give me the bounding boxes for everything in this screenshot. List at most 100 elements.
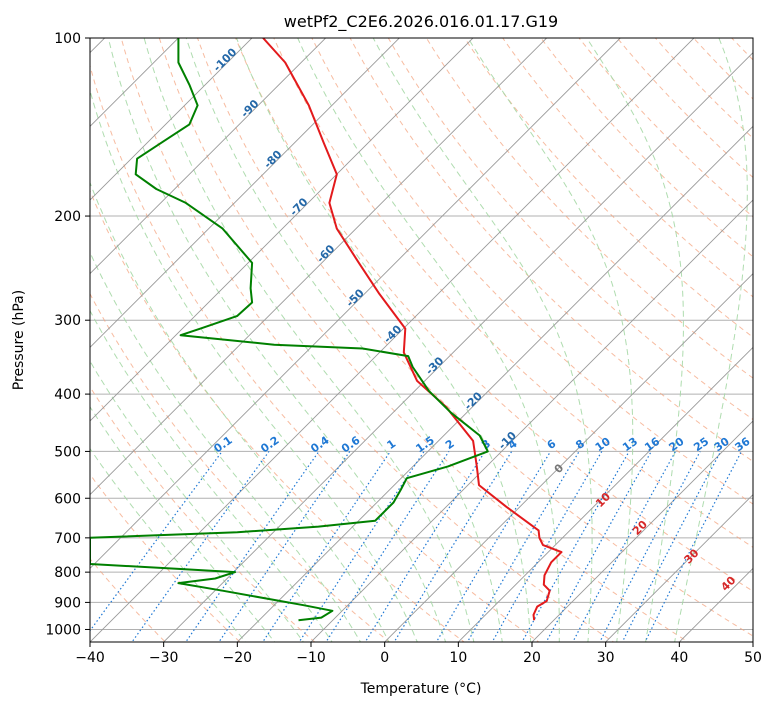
y-axis-label: Pressure (hPa)	[11, 290, 27, 390]
dry-adiabat-line	[502, 38, 753, 298]
dry-adiabat-label: 20	[630, 518, 650, 538]
mixing-ratio-label: 1	[385, 437, 399, 452]
mixing-ratio-line	[393, 451, 513, 642]
isotherm-line	[163, 52, 753, 642]
isotherm-line	[384, 273, 753, 642]
x-tick-label: 10	[449, 650, 467, 666]
y-tick-label: 400	[54, 387, 81, 403]
isotherm-label: -20	[462, 389, 485, 412]
dry-adiabat-line	[90, 63, 540, 642]
mixing-ratio-label: 0.2	[258, 434, 281, 456]
mixing-ratio-line	[325, 451, 450, 642]
y-tick-label: 900	[54, 595, 81, 611]
mixing-ratio-line	[599, 451, 701, 642]
y-tick-label: 700	[54, 531, 81, 547]
isotherm-line	[90, 38, 548, 496]
chart-title: wetPf2_C2E6.2026.016.01.17.G19	[284, 12, 558, 32]
y-tick-label: 600	[54, 491, 81, 507]
moist-adiabat-line	[90, 447, 247, 642]
isotherm-line	[90, 38, 621, 569]
dry-adiabat-line	[196, 38, 753, 637]
moist-adiabat-line	[107, 38, 447, 642]
dry-adiabat-line	[387, 38, 753, 421]
dry-adiabat-line	[90, 292, 391, 642]
isotherm-label: -50	[344, 286, 367, 309]
y-tick-label: 200	[54, 209, 81, 225]
dry-adiabat-line	[158, 38, 690, 642]
isotherm-line	[90, 38, 400, 348]
isotherm-label: -30	[423, 354, 446, 377]
dry-adiabat-line	[90, 473, 241, 642]
x-tick-label: −20	[223, 650, 253, 666]
dry-adiabat-line	[120, 38, 615, 642]
dry-adiabat-line	[578, 38, 753, 218]
temperature-profile-line	[262, 38, 563, 621]
mixing-ratio-line	[262, 451, 391, 642]
mixing-ratio-line	[521, 451, 630, 642]
isotherm-line	[531, 420, 753, 642]
mixing-ratio-label: 0.6	[339, 433, 363, 455]
moist-adiabat-line	[143, 38, 475, 642]
y-tick-label: 1000	[45, 622, 81, 638]
isotherm-line	[310, 199, 753, 642]
dry-adiabat-line	[235, 38, 753, 592]
dry-adiabat-line	[540, 38, 753, 258]
isotherm-label: -80	[261, 148, 284, 171]
plot-frame	[89, 37, 754, 643]
moist-adiabat-line	[372, 38, 593, 642]
mixing-ratio-line	[466, 451, 580, 642]
mixing-ratio-line	[298, 451, 425, 642]
isotherm-line	[90, 38, 327, 275]
dry-adiabat-line	[425, 38, 753, 379]
dry-adiabat-line	[744, 11, 775, 654]
isotherm-label: -100	[211, 45, 240, 74]
isotherm-line	[90, 38, 179, 127]
isotherm-line	[752, 641, 753, 642]
x-tick-label: 50	[744, 650, 762, 666]
dry-adiabat-line	[349, 38, 753, 463]
moist-adiabat-line	[90, 309, 333, 642]
isotherm-line	[0, 11, 58, 654]
y-tick-label: 100	[54, 31, 81, 47]
dry-adiabat-label: 40	[718, 573, 738, 593]
mixing-ratio-line	[218, 451, 351, 642]
moist-adiabat-line	[297, 38, 560, 642]
moist-adiabat-line	[467, 38, 634, 642]
isotherm-label: -70	[287, 195, 310, 218]
moist-adiabat-line	[236, 38, 532, 642]
moist-adiabat-line	[90, 405, 276, 642]
x-tick-label: 30	[597, 650, 615, 666]
isotherm-line	[605, 494, 753, 642]
mixing-ratio-line	[90, 451, 223, 632]
moist-adiabat-line	[90, 181, 390, 642]
isotherm-label: -60	[314, 242, 337, 265]
isotherm-line	[236, 125, 753, 642]
mixing-ratio-line	[572, 451, 677, 642]
x-axis-label: Temperature (°C)	[360, 681, 482, 697]
x-tick-label: −10	[296, 650, 326, 666]
isotherm-line	[90, 38, 474, 422]
mixing-ratio-label: 0.4	[308, 433, 332, 455]
y-tick-label: 300	[54, 313, 81, 329]
moist-adiabat-line	[674, 38, 748, 642]
x-tick-label: −30	[149, 650, 179, 666]
moist-adiabat-line	[586, 38, 684, 642]
isotherm-line	[457, 346, 753, 642]
y-tick-label: 500	[54, 444, 81, 460]
mixing-ratio-label: 2	[443, 437, 457, 452]
isotherm-line	[90, 38, 695, 642]
mixing-ratio-label: 1.5	[413, 434, 436, 456]
line-labels: 0.1 0.2 0.4 0.6 1 1.5 2 3 4 6 8 10 13 16 20 25 30 36-100-…	[211, 45, 753, 593]
x-tick-label: −40	[75, 650, 105, 666]
x-tick-label: 0	[380, 650, 389, 666]
dry-adiabat-line	[311, 38, 753, 505]
mixing-ratio-label: 6	[545, 437, 559, 452]
mixing-ratio-line	[364, 451, 486, 642]
isotherm-label: -90	[238, 97, 261, 120]
moist-adiabat-line	[90, 360, 305, 642]
dry-adiabat-line	[464, 38, 753, 338]
mixing-ratio-line	[131, 451, 270, 642]
mixing-ratio-line	[545, 451, 652, 642]
